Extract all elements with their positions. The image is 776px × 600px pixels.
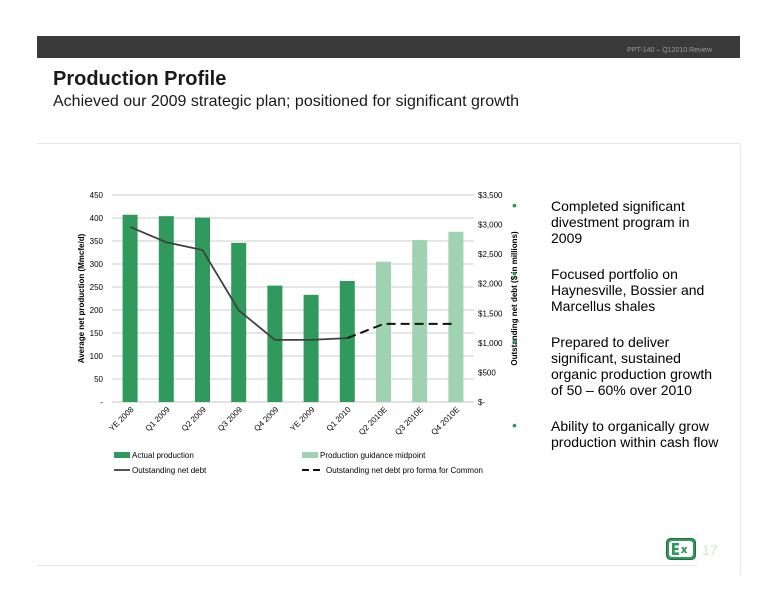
- legend-swatch-guidance: [302, 452, 318, 458]
- line-outstanding-net-debt: [129, 226, 348, 341]
- bullet-dot-icon: •: [512, 197, 517, 213]
- bullet-dot-icon: •: [512, 265, 517, 281]
- slide-title: Production Profile: [53, 68, 227, 90]
- bullet-text: Completed significant divestment program…: [551, 198, 690, 246]
- category-tick-label: YE 2009: [288, 405, 316, 433]
- legend-swatch-actual: [114, 452, 130, 458]
- bullet-text: Prepared to deliver significant, sustain…: [551, 334, 713, 398]
- document-reference: PPT-140 – Q12010 Review: [627, 47, 712, 54]
- bullet-item: • Ability to organically grow production …: [512, 417, 722, 450]
- left-tick-label: 100: [90, 352, 104, 361]
- bullet-item: • Prepared to deliver significant, sustai…: [512, 333, 722, 398]
- left-tick-label: 450: [90, 191, 104, 200]
- bar-production-guidance: [448, 231, 464, 402]
- bar-actual-production: [303, 294, 319, 402]
- right-tick-label: $-: [478, 398, 485, 407]
- right-tick-label: $500: [478, 368, 496, 377]
- category-tick-label: Q1 2010: [325, 405, 353, 433]
- category-tick-label: Q3 2009: [216, 405, 244, 433]
- bullet-item: • Completed significant divestment progra…: [512, 197, 722, 246]
- left-tick-label: 300: [90, 260, 104, 269]
- bar-actual-production: [267, 285, 283, 402]
- legend-label-pro-forma: Outstanding net debt pro forma for Commo…: [326, 466, 483, 475]
- right-tick-label: $3,500: [478, 191, 503, 200]
- left-axis-title: Average net production (Mmcfe/d): [77, 233, 86, 363]
- right-edge-rule: [740, 145, 741, 575]
- bar-actual-production: [195, 217, 210, 402]
- line-net-debt-pro-forma: [346, 322, 456, 340]
- left-tick-label: 400: [90, 214, 104, 223]
- right-tick-label: $3,000: [478, 221, 503, 230]
- slide-subtitle: Achieved our 2009 strategic plan; positi…: [53, 93, 520, 110]
- legend-label-actual: Actual production: [132, 451, 194, 460]
- category-tick-label: Q4 2009: [252, 405, 280, 433]
- bar-production-guidance: [376, 261, 391, 402]
- bullet-text: Focused portfolio on Haynesville, Bossie…: [551, 266, 705, 314]
- chart-lines: [129, 226, 456, 341]
- right-tick-label: $1,500: [478, 309, 503, 318]
- category-tick-label: Q1 2009: [144, 405, 172, 433]
- left-tick-label: 50: [94, 375, 103, 384]
- bar-actual-production: [339, 281, 355, 402]
- left-tick-label: 350: [90, 237, 104, 246]
- page-number: 17: [702, 542, 718, 558]
- exco-logo-icon: [666, 538, 696, 560]
- chart-bars: [122, 214, 464, 402]
- legend-label-debt: Outstanding net debt: [132, 466, 207, 475]
- right-tick-label: $2,500: [478, 250, 503, 259]
- category-tick-label: Q3 2010E: [393, 405, 425, 437]
- category-tick-label: YE 2008: [107, 405, 135, 433]
- chart-legend: Actual production Production guidance mid…: [114, 451, 483, 475]
- header-divider: [37, 143, 740, 144]
- right-tick-label: $2,000: [478, 280, 503, 289]
- bar-actual-production: [122, 214, 138, 402]
- bar-actual-production: [158, 216, 174, 402]
- top-banner: PPT-140 – Q12010 Review: [37, 36, 740, 58]
- category-tick-label: Q2 2009: [180, 405, 208, 433]
- left-tick-label: 200: [90, 306, 104, 315]
- category-tick-label: Q2 2010E: [357, 405, 389, 437]
- bar-production-guidance: [412, 240, 428, 402]
- legend-label-guidance: Production guidance midpoint: [320, 451, 426, 460]
- bullet-list: • Completed significant divestment progra…: [512, 197, 722, 470]
- left-tick-label: -: [100, 398, 103, 407]
- bullet-dot-icon: •: [512, 417, 517, 433]
- left-tick-label: 250: [90, 283, 104, 292]
- right-axis-title: Outstanding net debt ($ in millions): [510, 231, 519, 366]
- category-tick-label: Q4 2010E: [429, 405, 461, 437]
- bullet-dot-icon: •: [512, 333, 517, 349]
- bar-actual-production: [231, 242, 247, 402]
- bullet-item: • Focused portfolio on Haynesville, Bossi…: [512, 265, 722, 314]
- right-tick-label: $1,000: [478, 339, 503, 348]
- footer-rule: [37, 565, 697, 566]
- left-tick-label: 150: [90, 329, 104, 338]
- bullet-text: Ability to organically grow production w…: [551, 418, 719, 450]
